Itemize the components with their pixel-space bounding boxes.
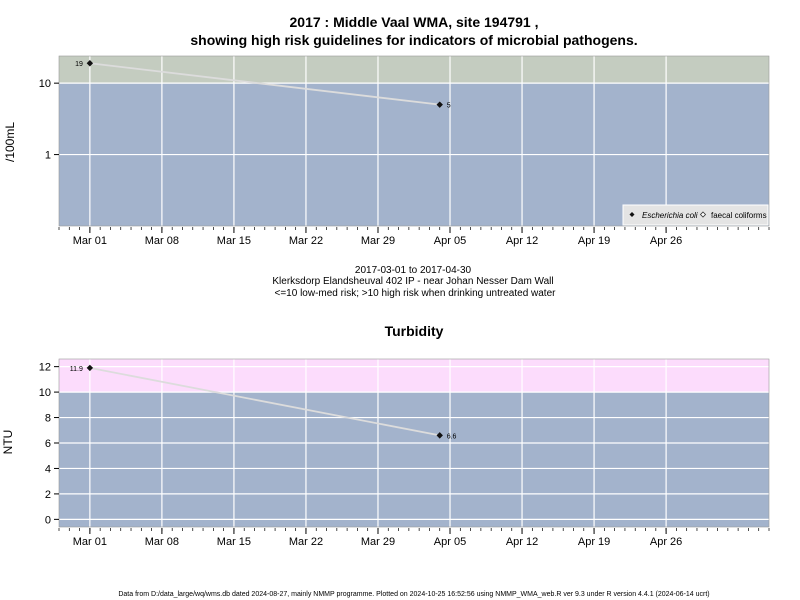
turbidity-x-tick-label: Mar 22 xyxy=(289,536,323,548)
turbidity-y-tick-label: 4 xyxy=(45,463,51,475)
chart-title-line1: 2017 : Middle Vaal WMA, site 194791 , xyxy=(290,14,539,30)
turbidity-data-point xyxy=(436,432,443,439)
ecoli-data-label: 5 xyxy=(447,103,451,110)
turbidity-y-tick-label: 0 xyxy=(45,514,51,526)
turbidity-series-line xyxy=(89,367,440,437)
legend-faecal-coliforms-marker xyxy=(699,211,707,218)
turbidity-x-tick-label: Apr 12 xyxy=(506,536,538,548)
turbidity-x-tick-label: Apr 19 xyxy=(578,536,610,548)
ecoli-x-tick-label: Apr 19 xyxy=(578,235,610,247)
turbidity-data-label: 11.9 xyxy=(70,366,83,373)
legend-ecoli-label: Escherichia coli xyxy=(642,211,698,220)
turbidity-x-tick-label: Apr 05 xyxy=(434,536,466,548)
ecoli-x-tick-label: Apr 05 xyxy=(434,235,466,247)
turbidity-y-axis-label: NTU xyxy=(1,430,15,455)
ecoli-data-label: 19 xyxy=(75,61,83,68)
ecoli-series-line xyxy=(89,62,440,106)
turbidity-y-tick-label: 6 xyxy=(45,438,51,450)
turbidity-data-point xyxy=(86,364,94,372)
ecoli-y-tick-label: 1 xyxy=(45,150,51,162)
turbidity-title: Turbidity xyxy=(385,323,444,339)
turbidity-y-tick-label: 12 xyxy=(39,362,51,374)
turbidity-x-tick-label: Mar 15 xyxy=(217,536,251,548)
turbidity-low-risk-band xyxy=(59,392,769,527)
ecoli-x-tick-label: Apr 26 xyxy=(650,235,682,247)
legend-faecal-coliforms-label: faecal coliforms xyxy=(711,211,767,220)
ecoli-x-tick-label: Mar 08 xyxy=(145,235,179,247)
turbidity-x-tick-label: Apr 26 xyxy=(650,536,682,548)
turbidity-high-risk-band xyxy=(59,359,769,393)
ecoli-panel: 1 10 Mar 01 Mar 08 Mar 15 Mar 22 Mar 29 Apr 05… xyxy=(3,55,770,247)
ecoli-x-tick-label: Mar 29 xyxy=(361,235,395,247)
caption-date-range: 2017-03-01 to 2017-04-30 xyxy=(355,265,472,276)
chart-title-line2: showing high risk guidelines for indicat… xyxy=(190,32,637,48)
ecoli-y-axis-label: /100mL xyxy=(3,122,17,162)
chart-legend: Escherichia coli faecal coliforms xyxy=(622,204,769,226)
ecoli-plot-border xyxy=(58,55,770,227)
turbidity-y-tick-label: 8 xyxy=(45,413,51,425)
turbidity-panel: 0 2 4 6 8 10 12 Mar 01 Mar 08 Mar 15 Mar 22 Mar 29… xyxy=(1,358,770,548)
caption-guideline: <=10 low-med risk; >10 high risk when dr… xyxy=(275,288,557,299)
turbidity-data-label: 6.6 xyxy=(447,433,457,440)
turbidity-x-tick-label: Mar 01 xyxy=(73,536,107,548)
ecoli-x-tick-label: Mar 01 xyxy=(73,235,107,247)
turbidity-y-tick-label: 10 xyxy=(39,387,51,399)
ecoli-data-point xyxy=(436,101,443,108)
ecoli-high-risk-band xyxy=(59,56,769,84)
legend-ecoli-marker xyxy=(629,212,635,217)
ecoli-y-tick-label: 10 xyxy=(39,78,51,90)
footer-note: Data from D:/data_large/wq/wms.db dated … xyxy=(118,591,709,598)
ecoli-x-tick-label: Apr 12 xyxy=(506,235,538,247)
legend-box xyxy=(622,204,769,226)
ecoli-x-tick-label: Mar 15 xyxy=(217,235,251,247)
ecoli-data-point xyxy=(86,60,94,67)
ecoli-x-tick-label: Mar 22 xyxy=(289,235,323,247)
turbidity-x-tick-label: Mar 29 xyxy=(361,536,395,548)
turbidity-y-tick-label: 2 xyxy=(45,489,51,501)
turbidity-x-tick-label: Mar 08 xyxy=(145,536,179,548)
caption-site: Klerksdorp Elandsheuval 402 IP - near Jo… xyxy=(272,276,553,287)
